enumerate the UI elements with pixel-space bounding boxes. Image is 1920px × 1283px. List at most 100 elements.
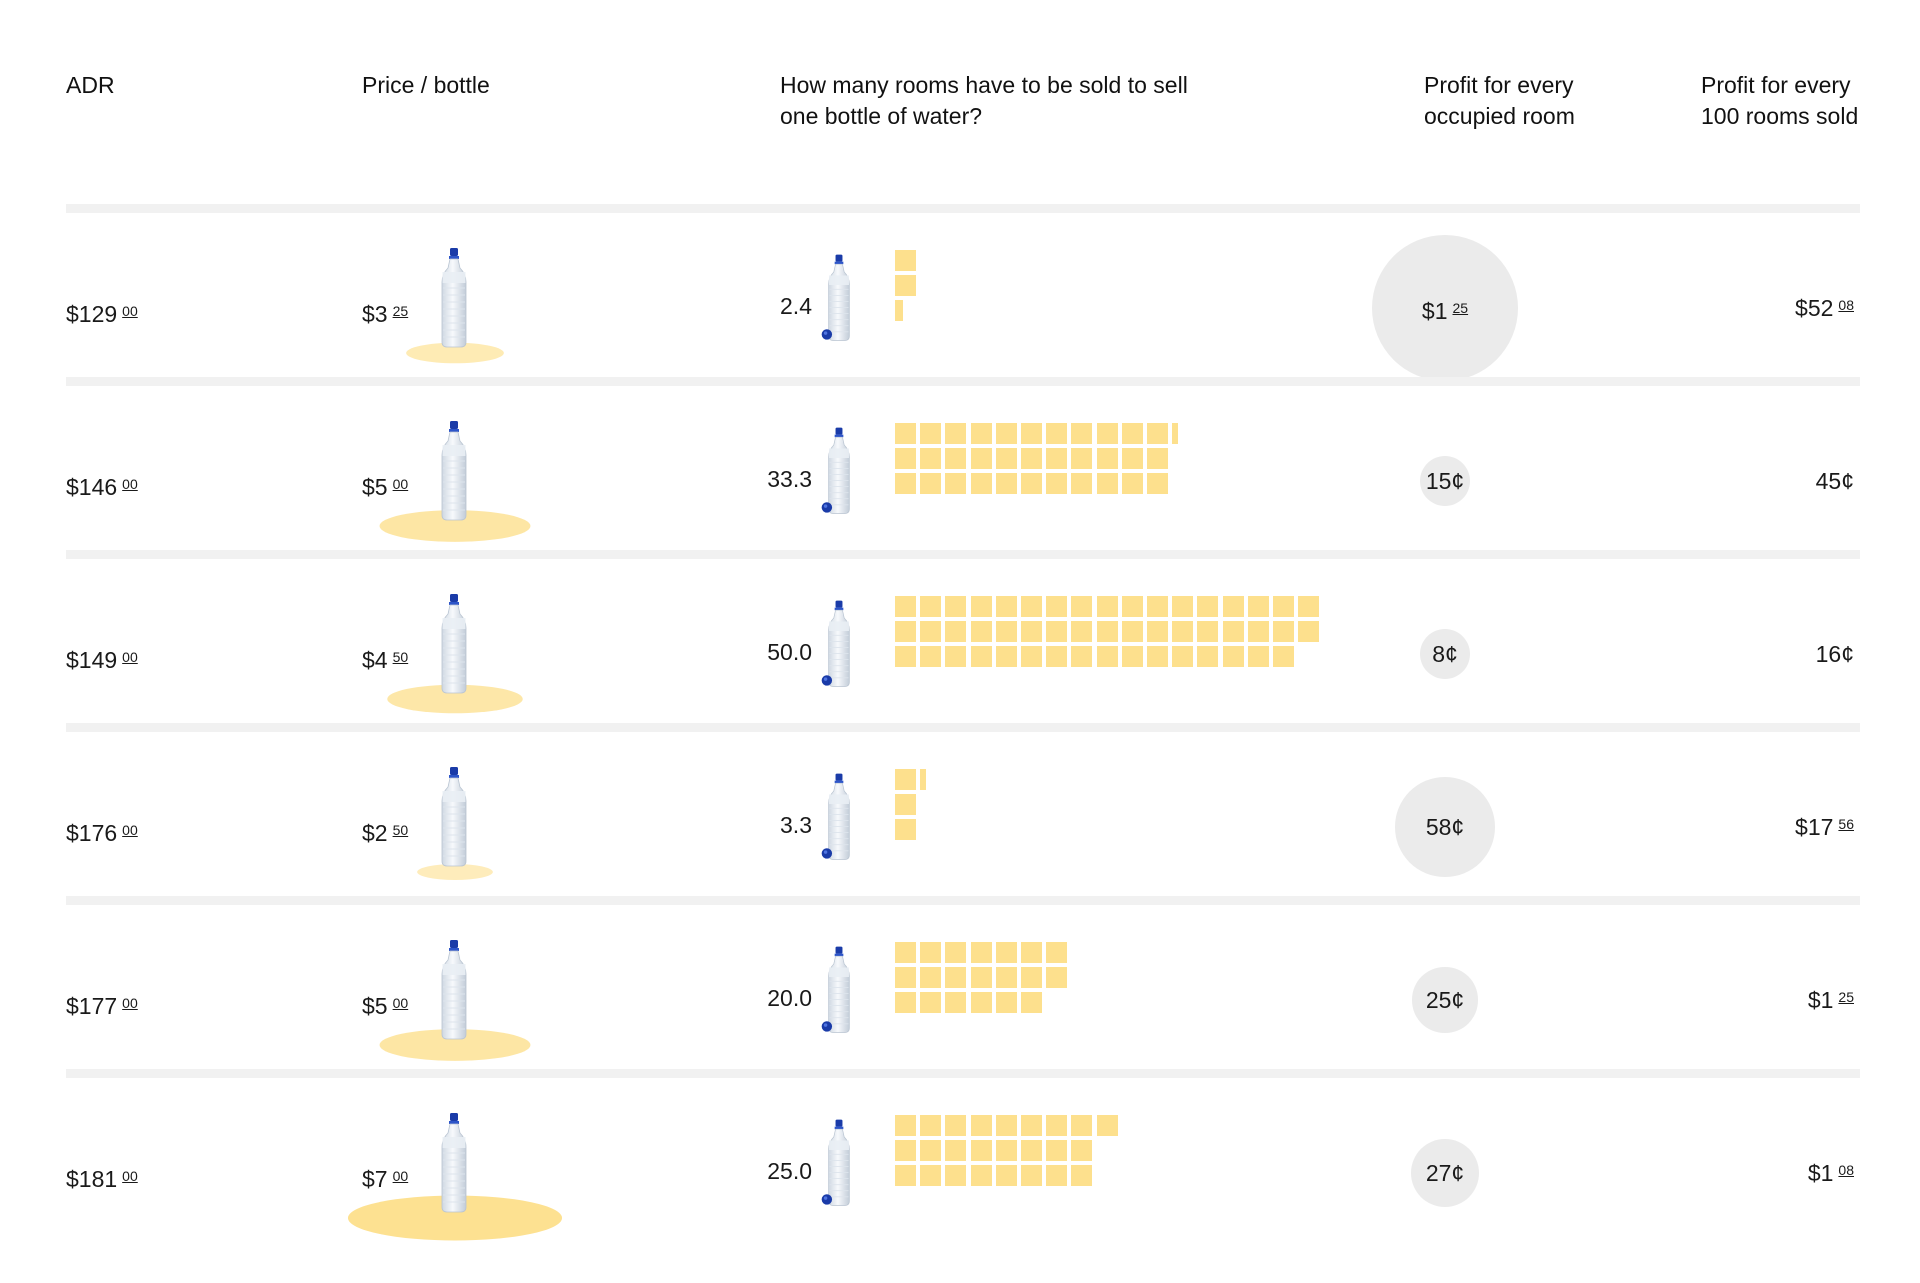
room-square bbox=[995, 423, 1017, 444]
room-square bbox=[895, 275, 916, 297]
adr-value: $181 00 bbox=[66, 1162, 138, 1193]
profit-room-dollars: 27¢ bbox=[1425, 1160, 1465, 1186]
room-square bbox=[1247, 646, 1269, 668]
room-square bbox=[1121, 423, 1143, 444]
price-ellipse-wrap bbox=[379, 510, 531, 542]
water-bottle-with-cap-icon bbox=[821, 254, 850, 341]
profit-100-value: $52 08 bbox=[1700, 295, 1854, 322]
room-square bbox=[1071, 646, 1093, 668]
price-value-cents: 50 bbox=[392, 822, 409, 838]
room-square bbox=[970, 992, 992, 1014]
room-square bbox=[1222, 646, 1244, 668]
room-square bbox=[1147, 423, 1168, 444]
adr-value: $129 00 bbox=[66, 297, 138, 328]
adr-value: $176 00 bbox=[66, 816, 138, 847]
room-squares bbox=[895, 905, 1295, 1075]
price-ellipse bbox=[406, 342, 504, 364]
profit-room-label: 27¢ bbox=[1365, 1159, 1525, 1187]
room-square bbox=[1147, 448, 1168, 470]
room-square bbox=[895, 473, 916, 495]
room-square bbox=[970, 448, 992, 470]
profit-room-dollars: 58¢ bbox=[1425, 814, 1465, 840]
price-value-cents: 25 bbox=[392, 303, 409, 319]
price-value-cents: 00 bbox=[392, 1168, 409, 1184]
room-square bbox=[970, 596, 992, 617]
room-square bbox=[1147, 646, 1168, 668]
room-square bbox=[920, 423, 942, 444]
room-square bbox=[920, 1115, 942, 1136]
room-square bbox=[1046, 448, 1068, 470]
room-square bbox=[945, 1165, 967, 1187]
profit-room-dollars: $1 bbox=[1421, 298, 1448, 324]
price-ellipse bbox=[379, 510, 531, 542]
rooms-value: 2.4 bbox=[780, 293, 812, 319]
room-square bbox=[920, 1140, 942, 1162]
room-square bbox=[995, 448, 1017, 470]
price-value-cents: 00 bbox=[392, 476, 409, 492]
room-square bbox=[1121, 448, 1143, 470]
price-value: $7 00 bbox=[362, 1162, 408, 1193]
adr-value-dollars: $149 bbox=[66, 647, 118, 673]
room-square bbox=[945, 942, 967, 963]
price-value: $3 25 bbox=[362, 297, 408, 328]
price-value: $5 00 bbox=[362, 470, 408, 501]
room-square bbox=[995, 1115, 1017, 1136]
adr-value-cents: 00 bbox=[122, 822, 138, 838]
header-profit-100: Profit for every 100 rooms sold bbox=[1701, 70, 1901, 132]
room-square bbox=[1273, 646, 1294, 668]
adr-value-dollars: $129 bbox=[66, 301, 118, 327]
room-square bbox=[995, 992, 1017, 1014]
room-square bbox=[1071, 473, 1093, 495]
adr-value: $177 00 bbox=[66, 989, 138, 1020]
water-bottle-icon bbox=[441, 594, 467, 694]
profit-room-label: 58¢ bbox=[1365, 813, 1525, 841]
room-square bbox=[1071, 1165, 1093, 1187]
room-square bbox=[1021, 596, 1042, 617]
water-bottle-icon bbox=[441, 1113, 467, 1213]
profit-100-value: $17 56 bbox=[1700, 814, 1854, 841]
table-row: $146 00 $5 00 33.3 15¢ 45¢ bbox=[0, 386, 1920, 556]
room-square bbox=[895, 448, 916, 470]
row-divider bbox=[66, 723, 1860, 732]
room-square bbox=[920, 448, 942, 470]
adr-value-cents: 00 bbox=[122, 303, 138, 319]
water-bottle-with-cap-icon bbox=[821, 773, 850, 860]
room-square bbox=[895, 1165, 916, 1187]
room-square bbox=[1172, 423, 1179, 444]
price-ellipse bbox=[379, 1029, 531, 1061]
profit-100-value: $1 08 bbox=[1700, 1160, 1854, 1187]
room-square bbox=[920, 769, 927, 790]
room-square bbox=[970, 1165, 992, 1187]
rooms-value: 50.0 bbox=[767, 639, 812, 665]
room-square bbox=[895, 621, 916, 643]
room-square bbox=[1147, 473, 1168, 495]
row-divider bbox=[66, 1069, 1860, 1078]
room-square bbox=[1247, 621, 1269, 643]
room-square bbox=[920, 473, 942, 495]
room-square bbox=[1046, 942, 1068, 963]
price-ellipse-wrap bbox=[379, 1029, 531, 1061]
room-square bbox=[1222, 596, 1244, 617]
room-square bbox=[1046, 423, 1068, 444]
room-square bbox=[1096, 423, 1118, 444]
water-bottle-with-cap-icon bbox=[821, 946, 850, 1033]
profit-100-cents: 25 bbox=[1838, 989, 1854, 1005]
room-square bbox=[970, 473, 992, 495]
rooms-value: 20.0 bbox=[767, 985, 812, 1011]
room-square bbox=[1121, 596, 1143, 617]
profit-room-label: 8¢ bbox=[1365, 640, 1525, 668]
room-square bbox=[945, 967, 967, 989]
profit-room-disc bbox=[1372, 235, 1518, 381]
room-square bbox=[1197, 621, 1219, 643]
room-square bbox=[1021, 646, 1042, 668]
price-value-cents: 00 bbox=[392, 995, 409, 1011]
row-divider bbox=[66, 550, 1860, 559]
profit-room-label: 15¢ bbox=[1365, 467, 1525, 495]
room-squares bbox=[895, 213, 1295, 383]
rooms-value: 25.0 bbox=[767, 1158, 812, 1184]
profit-room-dollars: 8¢ bbox=[1432, 641, 1458, 667]
profit-100-dollars: $52 bbox=[1795, 295, 1834, 321]
room-square bbox=[920, 942, 942, 963]
water-bottle-with-cap-icon bbox=[821, 600, 850, 687]
room-square bbox=[1298, 621, 1320, 643]
